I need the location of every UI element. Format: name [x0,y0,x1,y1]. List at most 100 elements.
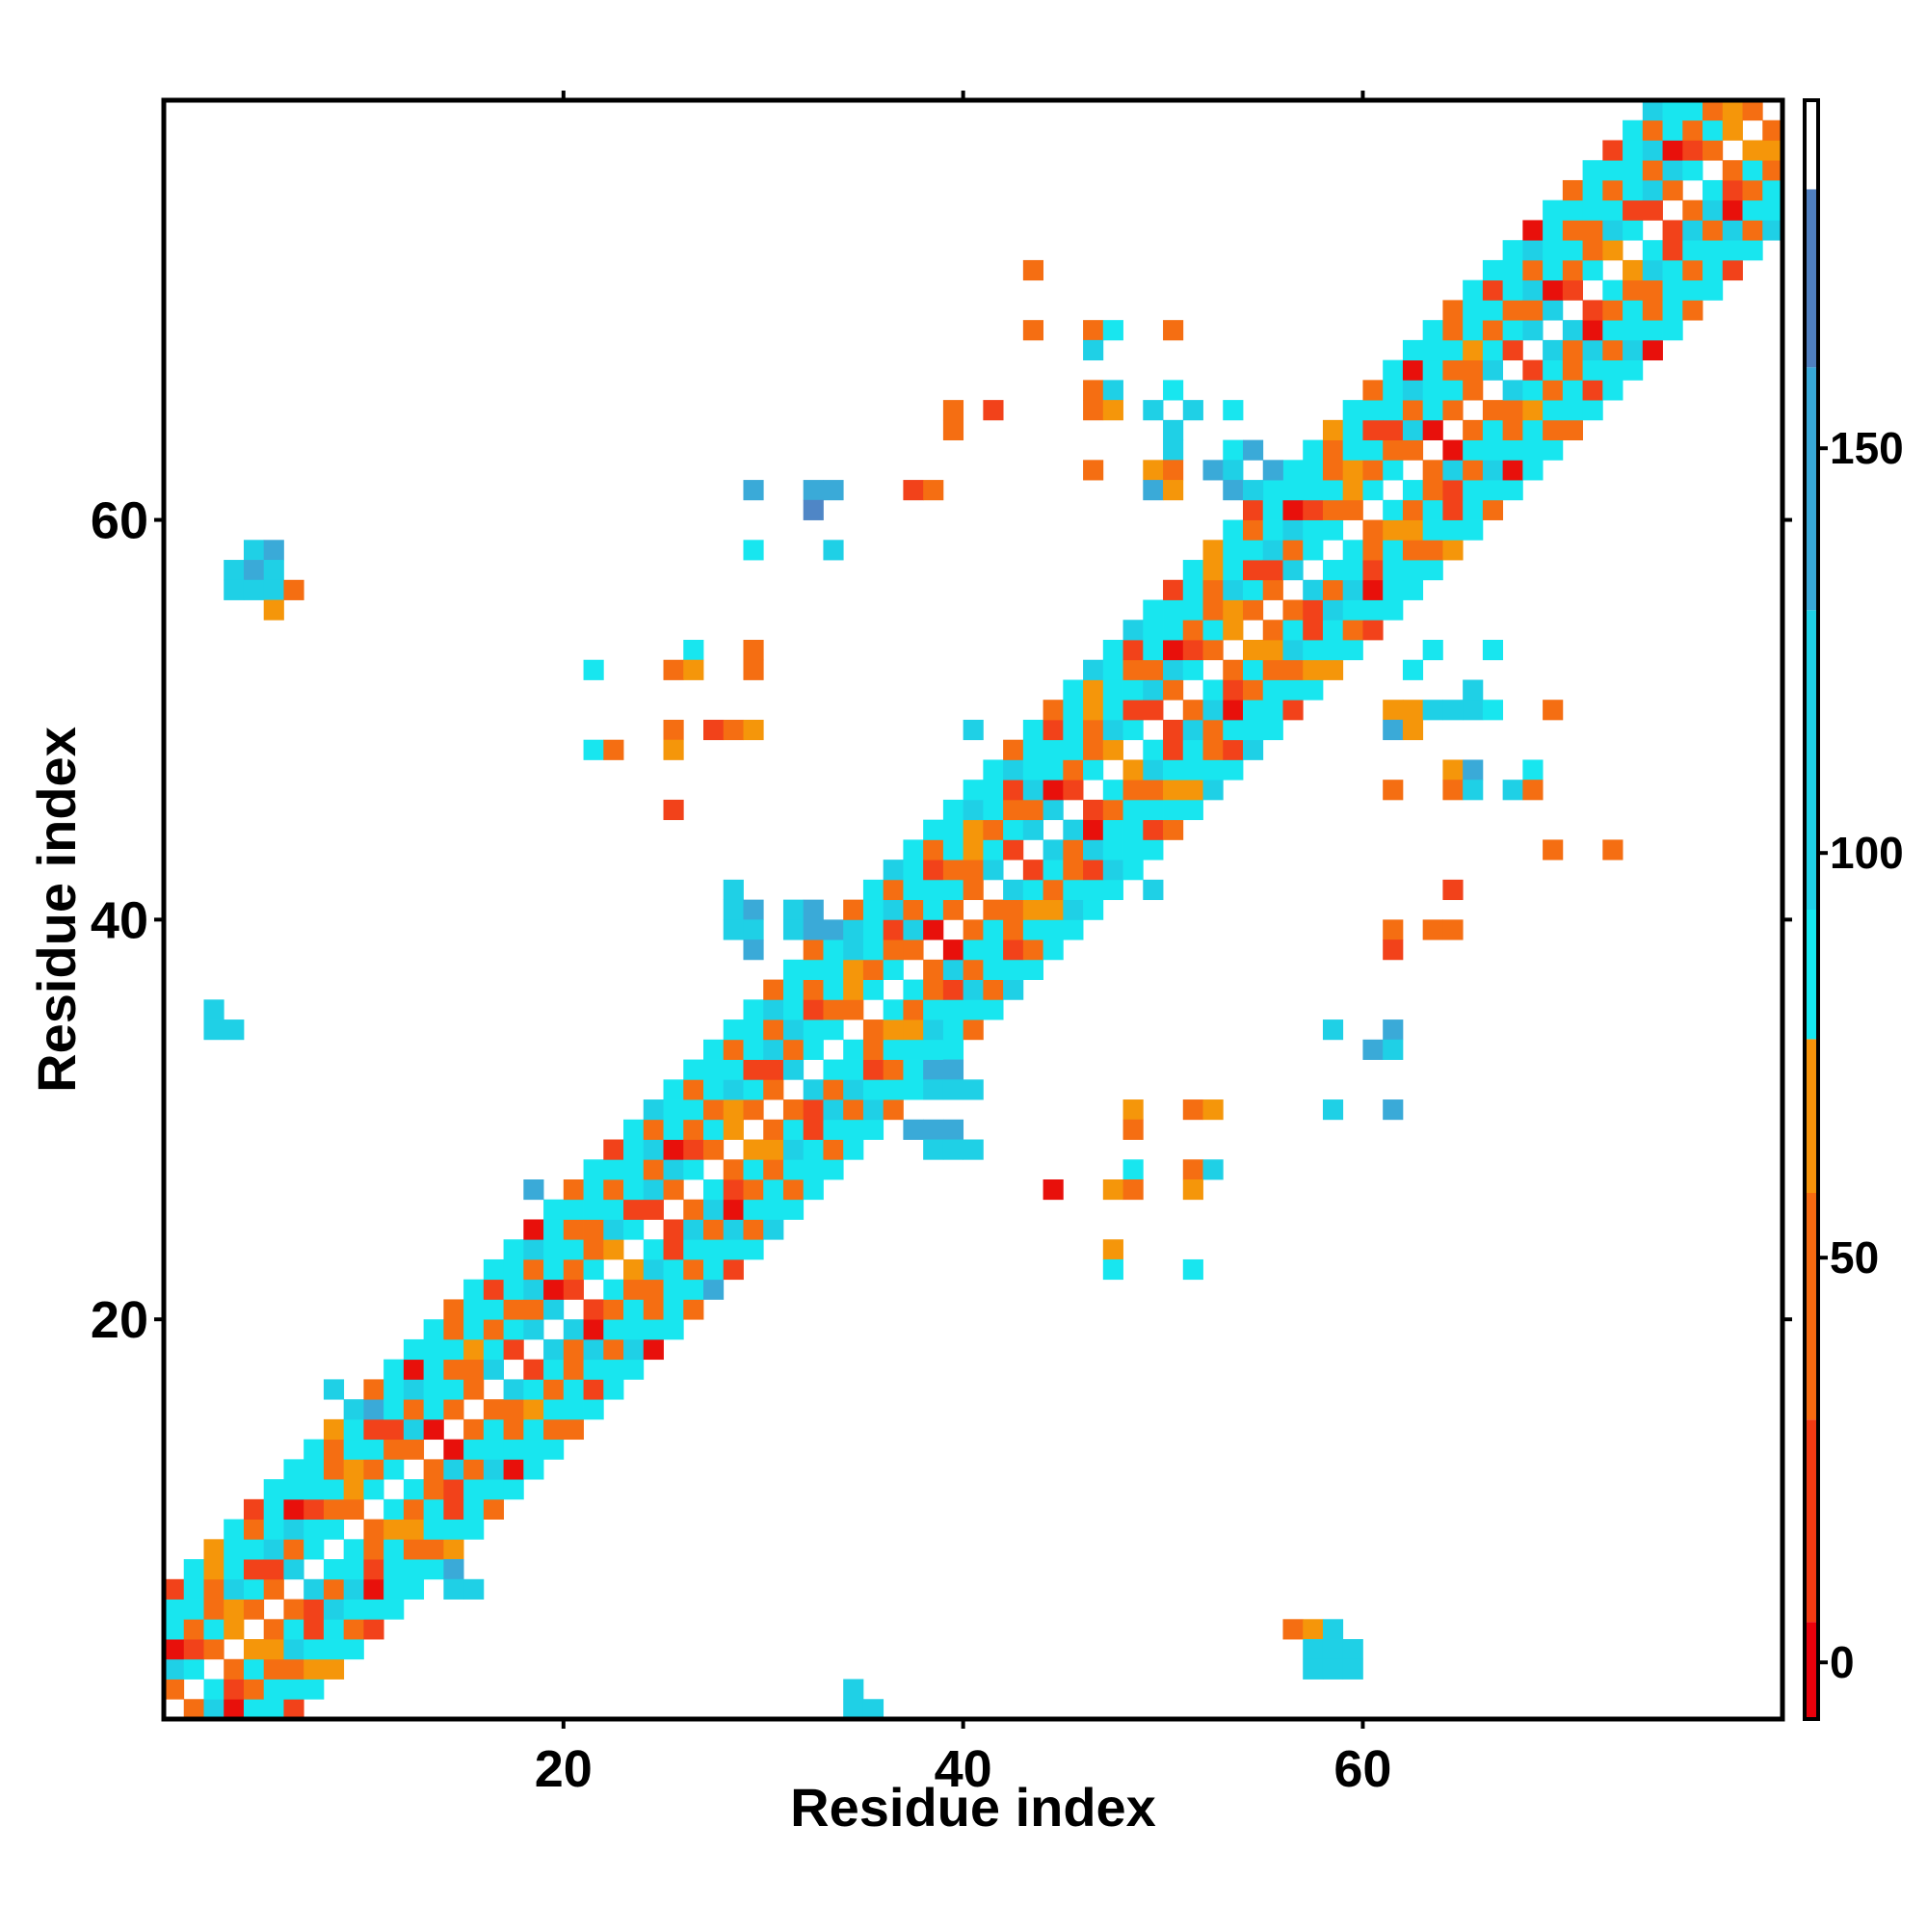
heatmap-cell [1342,419,1363,440]
heatmap-cell [1642,199,1663,221]
heatmap-cell [463,1479,485,1500]
heatmap-cell [1442,499,1464,520]
y-tick-label: 60 [91,492,148,550]
heatmap-cell [803,1119,824,1140]
heatmap-cell [1262,579,1283,600]
heatmap-cell [1143,640,1164,661]
heatmap-cell [1442,919,1464,940]
heatmap-cell [1202,739,1224,760]
heatmap-cell [1102,879,1123,901]
heatmap-cell [1243,679,1264,701]
heatmap-cell [503,1299,524,1320]
heatmap-cell [1102,320,1123,341]
heatmap-cell [343,1559,364,1580]
heatmap-cell [603,739,624,760]
heatmap-cell [1223,719,1244,741]
heatmap-cell [1543,839,1564,860]
heatmap-cell [383,1498,405,1520]
heatmap-cell [283,1639,304,1660]
heatmap-cell [1522,460,1544,481]
heatmap-cell [1202,780,1224,801]
heatmap-cell [683,1199,704,1220]
heatmap-cell [483,1338,504,1361]
heatmap-cell [463,1578,485,1600]
heatmap-cell [603,1159,624,1180]
heatmap-cell [304,1639,325,1660]
heatmap-cell [523,1418,544,1441]
heatmap-cell [1282,460,1304,481]
heatmap-cell [1623,179,1644,201]
heatmap-cell [1102,739,1123,760]
heatmap-cell [683,1159,704,1180]
heatmap-cell [1482,400,1504,421]
heatmap-cell [823,1099,844,1121]
heatmap-cell [782,1039,805,1060]
heatmap-cell [383,1539,405,1560]
heatmap-cell [1662,320,1683,341]
heatmap-cell [1322,620,1344,641]
heatmap-cell [1063,919,1084,940]
heatmap-cell [823,1019,844,1041]
heatmap-cell [1083,719,1104,741]
heatmap-cell [1143,780,1164,801]
heatmap-cell [1402,719,1424,741]
heatmap-cell [663,1119,684,1140]
heatmap-cell [1322,519,1344,541]
heatmap-cell [1502,279,1523,301]
heatmap-cell [903,999,924,1020]
heatmap-cell [1262,679,1283,701]
heatmap-cell [543,1418,565,1441]
heatmap-cell [1022,739,1043,760]
heatmap-cell [1143,599,1164,621]
heatmap-cell [363,1418,384,1441]
heatmap-cell [743,1219,764,1240]
heatmap-cell [703,1199,725,1220]
heatmap-cell [1102,659,1123,680]
heatmap-cell [963,919,984,940]
heatmap-cell [363,1479,384,1500]
heatmap-cell [203,1539,224,1560]
heatmap-cell [1543,220,1564,241]
heatmap-cell [782,919,805,940]
heatmap-cell [1422,919,1443,940]
heatmap-cell [843,1679,864,1700]
heatmap-cell [263,540,284,561]
heatmap-cell [1362,439,1384,461]
heatmap-cell [903,860,924,881]
heatmap-cell [164,1578,185,1600]
heatmap-cell [1282,659,1304,680]
heatmap-cell [1562,199,1583,221]
heatmap-cell [1022,759,1043,781]
heatmap-cell [663,1319,684,1340]
heatmap-cell [563,1418,584,1441]
heatmap-cell [1022,940,1043,961]
heatmap-cell [1422,339,1443,361]
heatmap-cell [823,919,844,940]
heatmap-cell [363,1599,384,1620]
heatmap-cell [782,959,805,980]
heatmap-cell [383,1418,405,1441]
heatmap-cell [1262,540,1283,561]
heatmap-cell [743,1139,764,1160]
heatmap-cell [983,860,1004,881]
heatmap-cell [243,1519,265,1540]
heatmap-cell [1463,519,1484,541]
heatmap-cell [1703,240,1724,261]
heatmap-cell [603,1359,624,1380]
heatmap-cell [1582,400,1603,421]
heatmap-cell [743,1179,764,1201]
heatmap-cell [1003,759,1024,781]
heatmap-cell [1243,579,1264,600]
heatmap-cell [1383,719,1404,741]
heatmap-cell [1182,719,1203,741]
heatmap-cell [723,1019,744,1041]
heatmap-cell [243,1679,265,1700]
heatmap-cell [583,659,604,680]
heatmap-cell [1202,560,1224,581]
heatmap-cell [283,1519,304,1540]
heatmap-cell [463,1299,485,1320]
heatmap-cell [1402,560,1424,581]
heatmap-cell [563,1179,584,1201]
heatmap-cell [1383,380,1404,401]
heatmap-cell [443,1399,464,1420]
